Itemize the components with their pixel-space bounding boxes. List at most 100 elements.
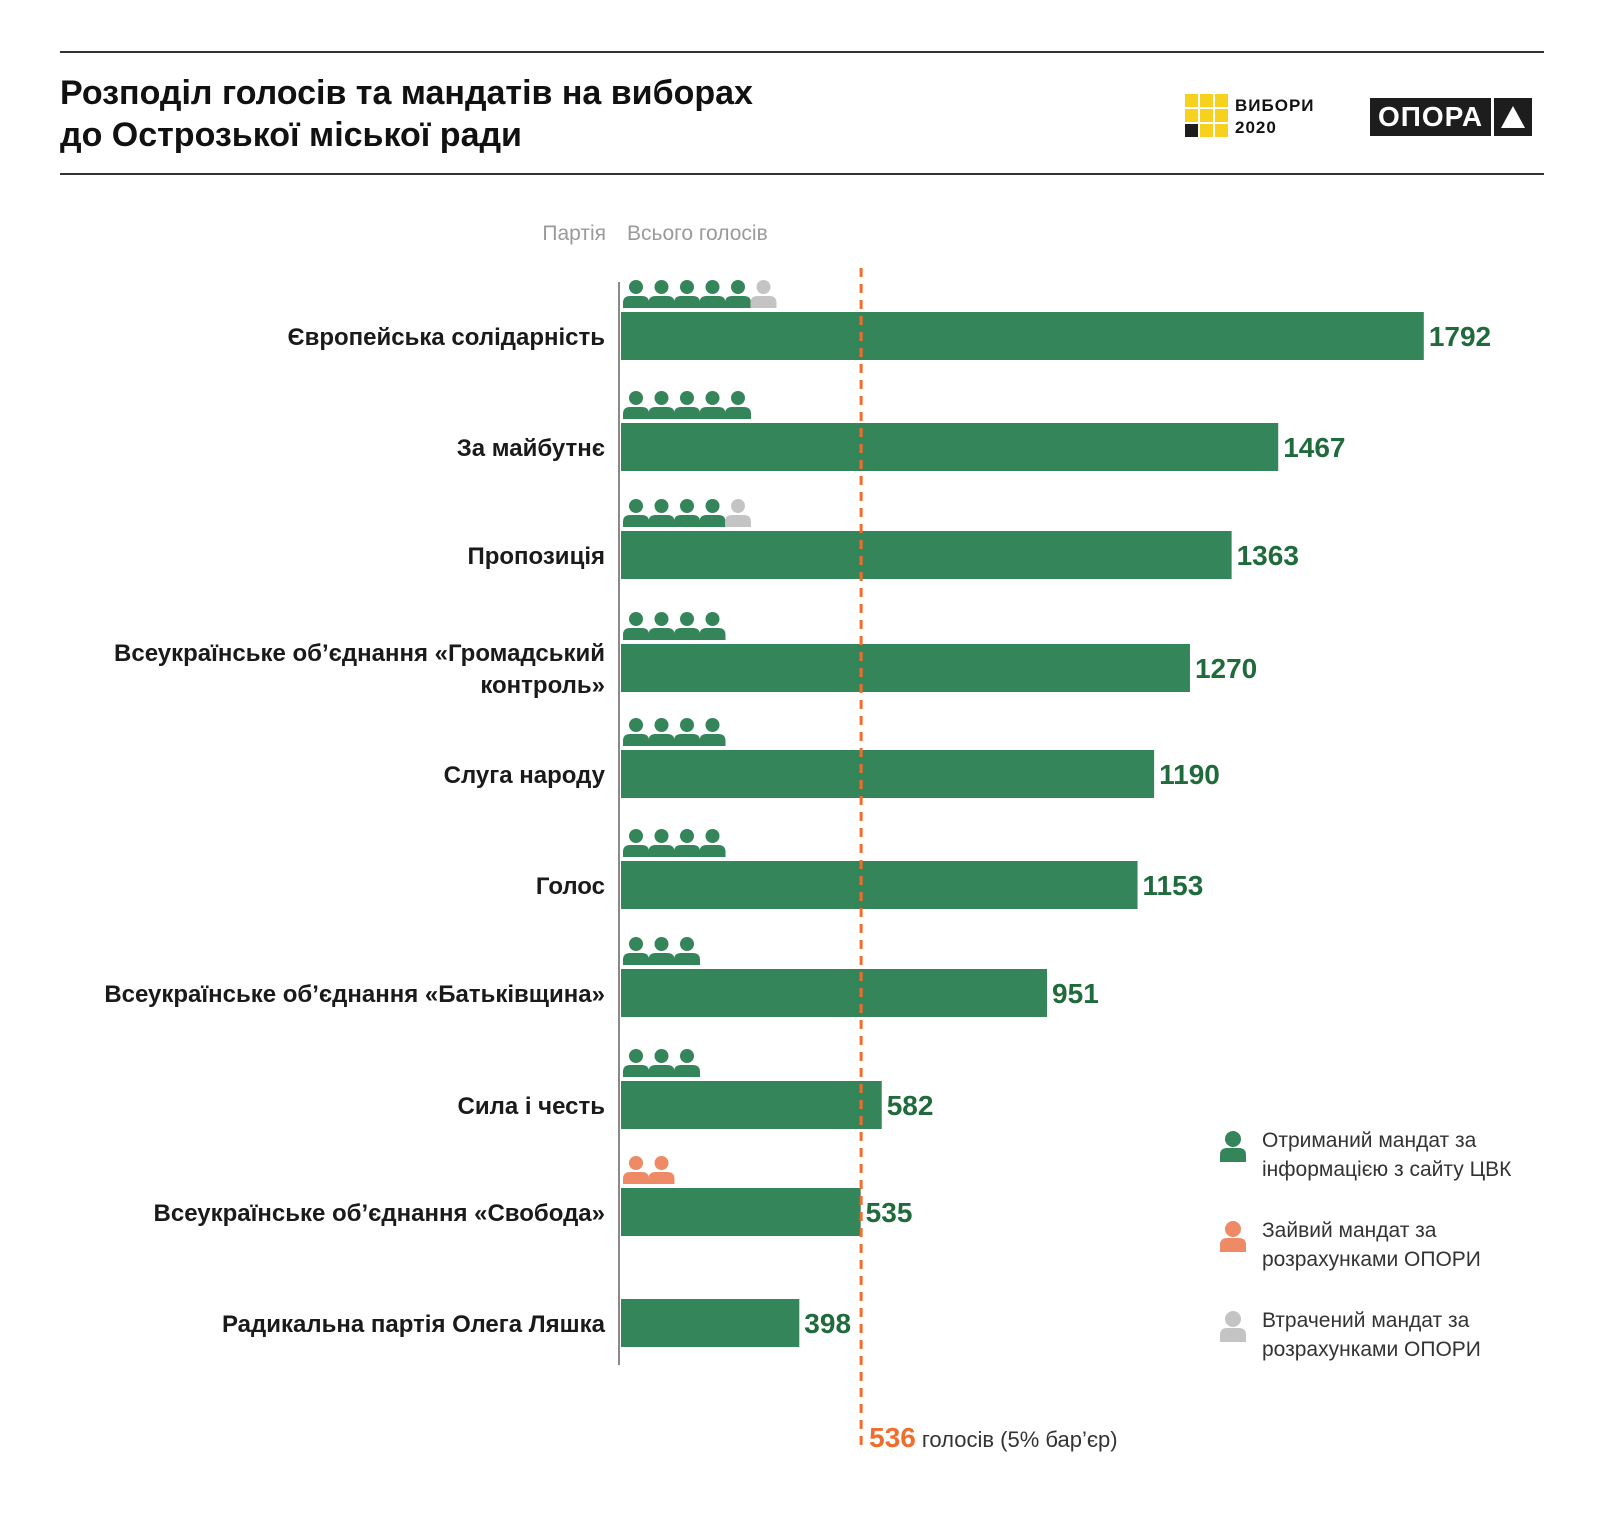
person-head (680, 612, 694, 626)
category-label: За майбутнє (457, 435, 605, 462)
person-head (654, 829, 669, 843)
person-head (654, 612, 669, 626)
person-body (623, 734, 649, 746)
category-label-line: Європейська солідарність (288, 324, 605, 351)
person-body (674, 628, 700, 640)
person-body (648, 515, 675, 527)
person-received-icon (699, 391, 726, 419)
bar-row: 1467 За майбутнє (457, 391, 1346, 471)
person-body (674, 407, 700, 419)
person-extra-icon (648, 1156, 675, 1184)
person-received-icon (648, 391, 675, 419)
category-label-line: Слуга народу (444, 762, 606, 789)
person-body (699, 845, 726, 857)
person-head (680, 391, 694, 405)
column-header-party: Партія (542, 222, 606, 245)
person-head (654, 718, 669, 732)
category-label-line: За майбутнє (457, 435, 605, 462)
person-body (725, 296, 751, 308)
person-body (674, 953, 700, 965)
person-body (750, 296, 777, 308)
person-head (654, 391, 669, 405)
person-head (629, 280, 643, 294)
person-head (680, 718, 694, 732)
person-head (705, 612, 720, 626)
seat-icons (623, 718, 726, 746)
bar-row: 1363 Пропозиція (467, 499, 1299, 579)
seat-icons (623, 937, 700, 965)
person-head (629, 1049, 643, 1063)
person-body (674, 845, 700, 857)
person-head (680, 499, 694, 513)
person-body (623, 845, 649, 857)
person-head (731, 391, 745, 405)
person-received-icon (648, 280, 675, 308)
seat-icons (623, 1156, 675, 1184)
person-received-icon (623, 718, 649, 746)
vybory-2020-logo: ВИБОРИ 2020 (1185, 94, 1335, 140)
person-body (674, 515, 700, 527)
column-header-votes: Всього голосів (627, 222, 768, 245)
person-received-icon (674, 718, 700, 746)
legend-received-label: Отриманий мандат за інформацією з сайту … (1262, 1129, 1512, 1181)
person-body (648, 1065, 675, 1077)
seat-icons (623, 499, 751, 527)
person-body (648, 734, 675, 746)
person-body (699, 628, 726, 640)
person-head (629, 937, 643, 951)
bar-row: 951 Всеукраїнське об’єднання «Батьківщина… (104, 937, 1099, 1017)
person-received-icon (674, 391, 700, 419)
page-title: Розподіл голосів та мандатів на виборах … (60, 72, 960, 156)
category-label: Радикальна партія Олега Ляшка (222, 1311, 606, 1338)
bar-value-label: 1153 (1143, 870, 1204, 901)
person-head (705, 829, 720, 843)
bar-value-label: 1363 (1237, 540, 1299, 571)
person-head (629, 1156, 643, 1170)
person-head (629, 499, 643, 513)
seat-icons (623, 391, 751, 419)
person-head (731, 280, 745, 294)
threshold-text: голосів (5% бар’єр) (922, 1427, 1118, 1452)
category-label-line: контроль» (480, 672, 605, 699)
person-body (623, 296, 649, 308)
person-received-icon (623, 1049, 649, 1077)
person-head (680, 1049, 694, 1063)
person-received-icon (648, 937, 675, 965)
bar (621, 969, 1048, 1017)
person-head (629, 391, 643, 405)
person-received-icon (699, 499, 726, 527)
person-head (654, 937, 669, 951)
person-received-icon (623, 280, 649, 308)
bar-value-label: 1190 (1159, 759, 1220, 790)
title-line-1: Розподіл голосів та мандатів на виборах (60, 74, 753, 112)
person-received-icon (699, 829, 726, 857)
category-label-line: Пропозиція (467, 543, 605, 570)
person-body (674, 1065, 700, 1077)
person-received-icon (1220, 1131, 1246, 1162)
bar (621, 644, 1190, 692)
person-body (623, 1172, 649, 1184)
person-head (680, 280, 694, 294)
person-received-icon (648, 1049, 675, 1077)
person-head (680, 937, 694, 951)
person-received-icon (648, 612, 675, 640)
person-head (705, 718, 720, 732)
person-body (648, 845, 675, 857)
person-head (705, 280, 720, 294)
vybory-year: 2020 (1235, 118, 1277, 137)
top-rule (60, 51, 1544, 53)
person-body (648, 628, 675, 640)
header-bottom-rule (60, 173, 1544, 175)
legend: Отриманий мандат за інформацією з сайту … (1218, 1128, 1558, 1398)
person-received-icon (674, 1049, 700, 1077)
person-body (725, 515, 751, 527)
person-received-icon (674, 499, 700, 527)
person-head (705, 391, 720, 405)
legend-item-lost: Втрачений мандат за розрахунками ОПОРИ (1218, 1308, 1558, 1398)
title-line-2: до Острозької міської ради (60, 116, 522, 154)
person-head (654, 1049, 669, 1063)
person-body (623, 1065, 649, 1077)
person-received-icon (623, 499, 649, 527)
bar (621, 423, 1279, 471)
bar-value-label: 1792 (1429, 321, 1491, 352)
